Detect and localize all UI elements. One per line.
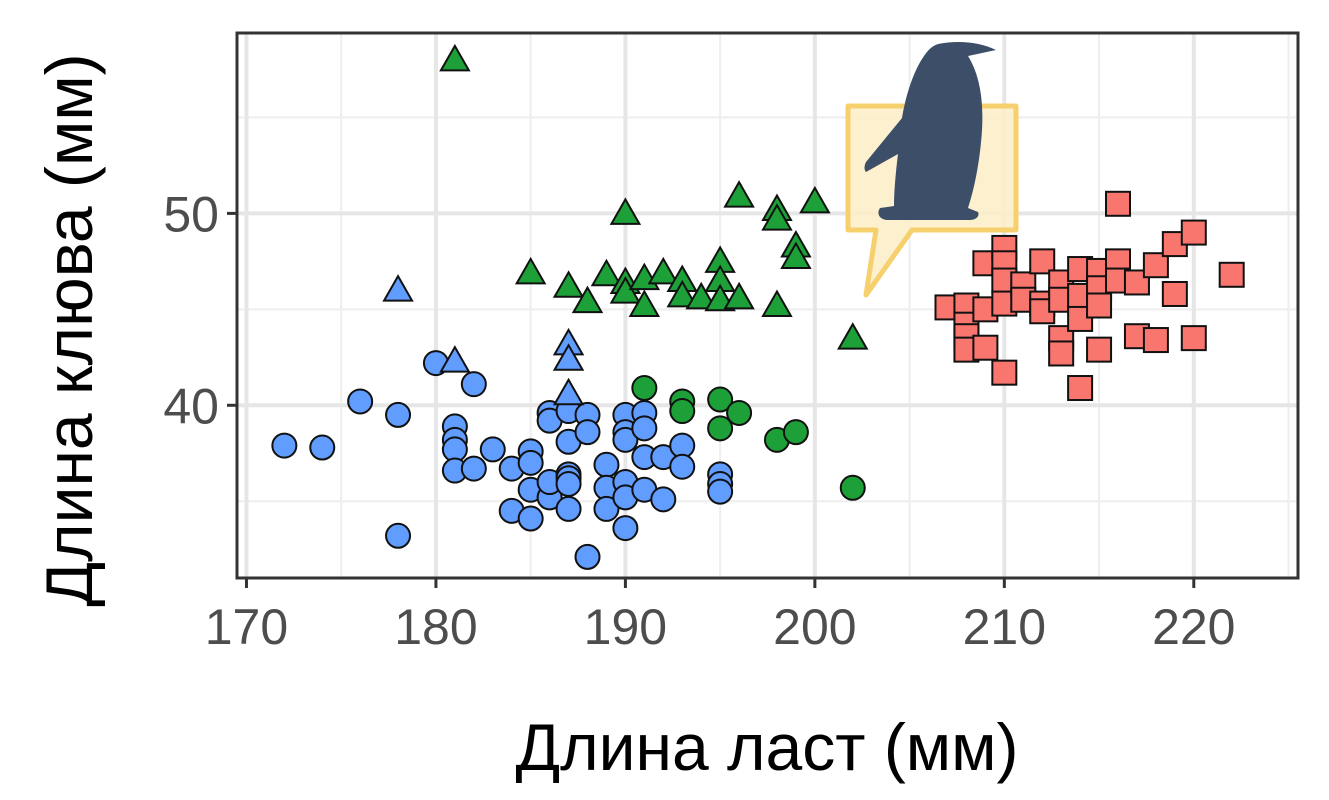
x-tick-label: 180	[394, 599, 477, 655]
data-point	[479, 436, 506, 463]
data-point	[1123, 269, 1150, 296]
x-tick-label: 220	[1152, 599, 1235, 655]
data-point	[593, 451, 620, 478]
x-tick-label: 170	[205, 599, 288, 655]
data-point	[628, 289, 661, 317]
data-point	[761, 203, 793, 231]
data-point	[1048, 340, 1075, 367]
data-point	[707, 386, 734, 413]
grid	[237, 33, 1298, 578]
data-point	[666, 279, 698, 308]
series-2-circle	[631, 375, 866, 501]
data-point	[972, 334, 999, 361]
x-tick-label: 190	[584, 599, 667, 655]
data-point	[555, 495, 582, 522]
data-point	[650, 486, 677, 513]
data-point	[1105, 190, 1132, 217]
marks	[271, 43, 1245, 570]
data-point	[609, 197, 642, 225]
series-0-circle	[271, 350, 734, 570]
x-tick-label: 200	[773, 599, 856, 655]
data-point	[647, 256, 680, 285]
data-point	[460, 455, 487, 482]
data-point	[460, 371, 487, 398]
data-point	[669, 453, 696, 480]
y-axis-title: Длина клюва (мм)	[32, 53, 106, 606]
data-point	[309, 434, 336, 461]
data-point	[514, 256, 547, 285]
data-point	[1067, 375, 1094, 402]
data-point	[685, 281, 717, 310]
data-point	[1086, 292, 1113, 319]
data-point	[837, 322, 869, 350]
data-point	[723, 281, 755, 310]
data-point	[761, 289, 793, 317]
plot-panel-border	[235, 31, 1300, 580]
series-1-triangle	[382, 274, 585, 406]
x-axis-title: Длина ласт (мм)	[515, 710, 1018, 784]
data-point	[612, 426, 639, 453]
data-point	[1086, 336, 1113, 363]
data-point	[439, 345, 471, 373]
data-point	[1180, 325, 1207, 352]
data-point	[439, 43, 471, 72]
data-point	[382, 274, 414, 302]
data-point	[631, 415, 658, 442]
data-point	[631, 375, 658, 402]
data-point	[991, 359, 1018, 386]
data-point	[1180, 219, 1207, 246]
data-point	[1142, 252, 1169, 279]
data-point	[517, 449, 544, 476]
data-point	[552, 343, 585, 371]
y-tick-label: 50	[163, 186, 219, 242]
series-3-triangle	[439, 43, 869, 350]
data-point	[723, 180, 755, 208]
data-point	[555, 470, 582, 497]
data-point	[590, 258, 623, 287]
data-point	[1218, 261, 1245, 288]
data-point	[1142, 327, 1169, 354]
data-point	[839, 474, 866, 501]
data-point	[593, 495, 620, 522]
data-point	[782, 419, 809, 446]
data-point	[574, 543, 601, 570]
data-point	[780, 241, 812, 270]
series-4-square	[934, 190, 1245, 402]
data-point	[385, 401, 412, 428]
data-point	[552, 377, 585, 406]
data-point	[347, 388, 374, 415]
data-point	[571, 285, 604, 314]
x-tick-label: 210	[963, 599, 1046, 655]
axes: 170 180 190 200 210 220 40 50	[163, 186, 1235, 655]
data-point	[669, 398, 696, 425]
data-point	[1029, 248, 1056, 275]
data-point	[385, 522, 412, 549]
data-point	[271, 432, 298, 459]
penguin-logo-icon	[845, 42, 1019, 298]
data-point	[1161, 280, 1188, 307]
penguin-icon	[864, 42, 996, 220]
data-point	[552, 270, 585, 298]
data-point	[574, 419, 601, 446]
data-point	[612, 515, 639, 542]
data-point	[799, 185, 831, 214]
data-point	[707, 415, 734, 442]
data-point	[517, 505, 544, 532]
data-point	[609, 276, 642, 304]
data-point	[707, 478, 734, 505]
y-tick-label: 40	[163, 378, 219, 434]
data-point	[726, 399, 753, 426]
